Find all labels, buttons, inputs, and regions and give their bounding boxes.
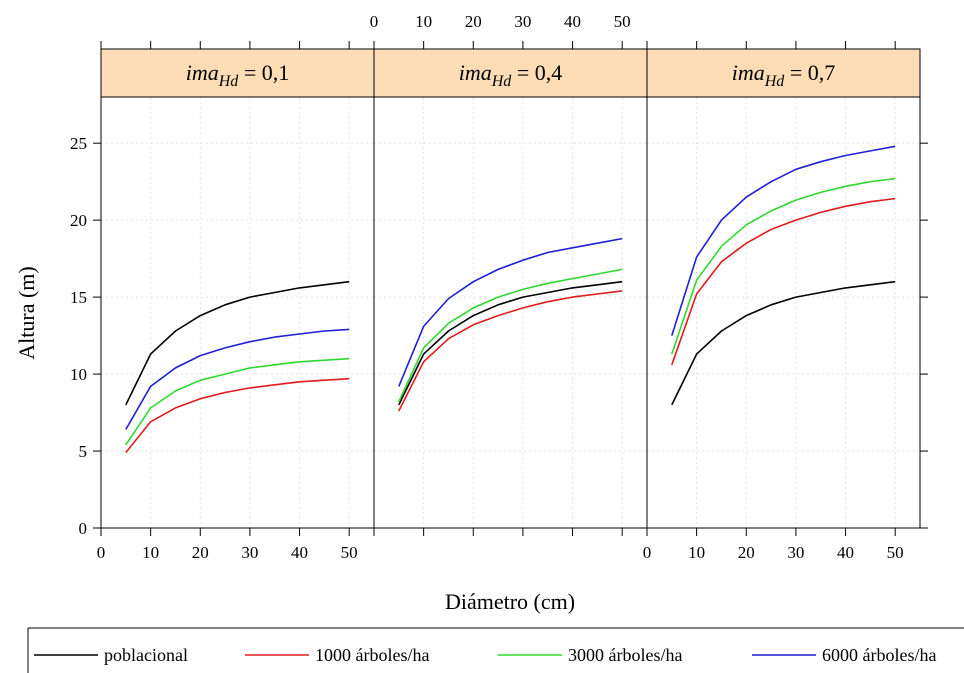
series-line	[398, 237, 623, 387]
y-tick-label: 10	[70, 365, 87, 384]
strip-value: = 0,7	[784, 60, 835, 85]
series-line	[398, 290, 623, 412]
strip-sub: Hd	[218, 73, 240, 90]
strip-var: ima	[186, 60, 219, 85]
strip-sub: Hd	[491, 73, 513, 90]
y-axis-title: Altura (m)	[14, 266, 39, 359]
series-line	[125, 357, 350, 446]
x-tick-label: 50	[887, 543, 904, 562]
x-tick-label: 20	[738, 543, 755, 562]
series-line	[125, 377, 350, 454]
series-line	[671, 197, 896, 366]
strip-background	[646, 48, 921, 98]
x-tick-label-top: 30	[514, 12, 531, 31]
strip-background	[373, 48, 648, 98]
strip-label: imaHd = 0,1	[186, 60, 289, 90]
x-tick-label: 0	[643, 543, 652, 562]
strip-label: imaHd = 0,4	[459, 60, 562, 90]
y-tick-label: 25	[70, 134, 87, 153]
strip-background	[100, 48, 375, 98]
series-line	[125, 280, 350, 406]
x-tick-label: 30	[787, 543, 804, 562]
legend-label: 3000 árboles/ha	[568, 645, 682, 665]
x-tick-label: 0	[97, 543, 106, 562]
series-line	[125, 328, 350, 430]
y-tick-label: 20	[70, 211, 87, 230]
strip-value: = 0,1	[238, 60, 289, 85]
panel-3: imaHd = 0,7	[646, 48, 921, 529]
series-line	[671, 177, 896, 355]
series-line	[398, 268, 623, 403]
x-tick-label: 10	[688, 543, 705, 562]
x-tick-label-top: 40	[564, 12, 581, 31]
strip-value: = 0,4	[511, 60, 562, 85]
y-tick-label: 5	[79, 442, 88, 461]
x-tick-label-top: 0	[370, 12, 379, 31]
x-tick-label-top: 20	[465, 12, 482, 31]
y-tick-label: 0	[79, 519, 88, 538]
x-tick-label: 40	[291, 543, 308, 562]
x-tick-label: 40	[837, 543, 854, 562]
strip-label: imaHd = 0,7	[732, 60, 835, 90]
panel-frame	[100, 96, 375, 529]
legend-label: 6000 árboles/ha	[822, 645, 936, 665]
strip-sub: Hd	[764, 73, 786, 90]
y-tick-label: 15	[70, 288, 87, 307]
panel-1: imaHd = 0,1	[100, 48, 375, 529]
panel-frame	[646, 96, 921, 529]
x-tick-label: 20	[192, 543, 209, 562]
panels-layer: imaHd = 0,1 imaHd = 0,4 imaHd = 0,7	[100, 48, 921, 529]
strip-var: ima	[459, 60, 492, 85]
axes-layer: 0 10 20 30 40 50 0 10 20 30 40 50 0 10 20 30 40 50 0 5 10 15 2…	[70, 12, 928, 562]
legend-label: 1000 árboles/ha	[315, 645, 429, 665]
series-line	[671, 280, 896, 406]
panel-2: imaHd = 0,4	[373, 48, 648, 529]
legend: poblacional 1000 árboles/ha 3000 árboles/h…	[27, 627, 964, 673]
strip-var: ima	[732, 60, 765, 85]
x-tick-label: 10	[142, 543, 159, 562]
x-tick-label-top: 50	[614, 12, 631, 31]
legend-label: poblacional	[104, 645, 188, 665]
series-line	[398, 280, 623, 406]
x-axis-title: Diámetro (cm)	[445, 589, 575, 614]
x-tick-label: 50	[341, 543, 358, 562]
x-tick-label-top: 10	[415, 12, 432, 31]
series-line	[671, 145, 896, 336]
x-tick-label: 30	[241, 543, 258, 562]
